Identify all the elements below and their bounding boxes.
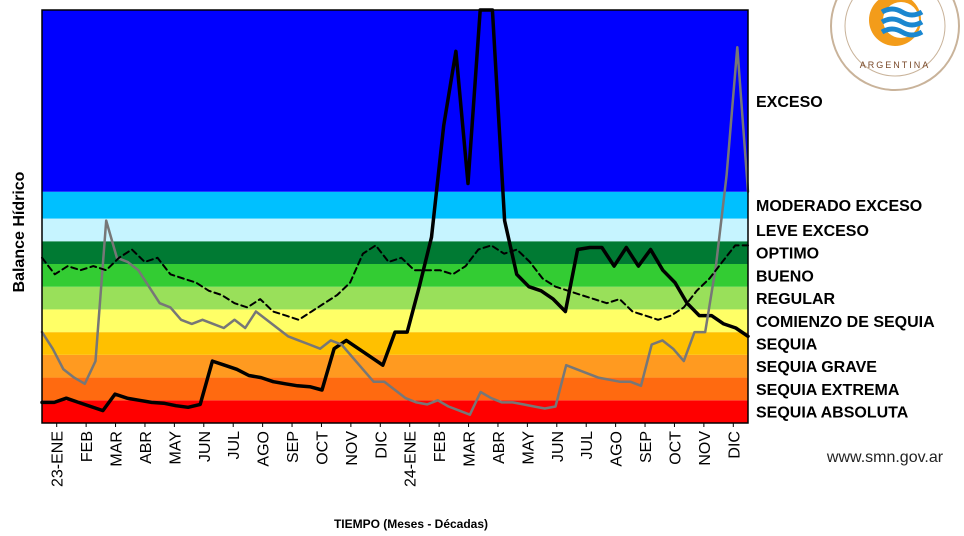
balance-series	[40, 8, 750, 416]
website-url[interactable]: www.smn.gov.ar	[826, 449, 944, 466]
x-tick-label: NOV	[697, 431, 714, 466]
band-9	[42, 191, 748, 219]
smn-logo-icon: ARGENTINA	[830, 0, 960, 91]
x-tick-label: DIC	[373, 431, 390, 459]
band-label-1: SEQUIA EXTREMA	[756, 382, 900, 399]
band-2	[42, 354, 748, 378]
x-tick-label: JUN	[197, 431, 214, 462]
band-label-3: SEQUIA	[756, 336, 818, 353]
band-8	[42, 218, 748, 242]
band-label-6: BUENO	[756, 268, 814, 285]
x-tick-label: DIC	[726, 431, 743, 459]
x-tick-label: JUL	[226, 431, 243, 460]
band-7	[42, 241, 748, 264]
x-tick-label: SEP	[638, 431, 655, 463]
x-tick-label: JUL	[579, 431, 596, 460]
x-tick-label: AGO	[256, 431, 273, 467]
x-tick-label: NOV	[344, 431, 361, 466]
x-tick-label: MAR	[109, 431, 126, 467]
band-10	[42, 10, 748, 192]
x-tick-label: FEB	[79, 431, 96, 462]
band-label-4: COMIENZO DE SEQUIA	[756, 314, 935, 331]
band-labels: SEQUIA ABSOLUTA SEQUIA EXTREMA SEQUIA GRAV…	[756, 94, 935, 422]
x-tick-label: MAY	[520, 431, 537, 465]
band-label-5: REGULAR	[756, 291, 836, 308]
band-4	[42, 309, 748, 333]
plot-border	[41, 9, 749, 424]
x-tick-label: 23-ENE	[50, 431, 67, 487]
band-label-8: LEVE EXCESO	[756, 223, 869, 240]
series-line-2	[41, 244, 749, 321]
band-label-2: SEQUIA GRAVE	[756, 359, 877, 376]
x-tick-label: ABR	[138, 431, 155, 464]
logo-text: ARGENTINA	[860, 60, 931, 70]
x-tick-label: MAY	[167, 431, 184, 465]
x-tick-label: OCT	[668, 431, 685, 465]
y-axis-title: Balance Hídrico	[11, 171, 28, 292]
band-0	[42, 400, 748, 423]
series-line-1	[40, 45, 750, 416]
x-tick-label: OCT	[315, 431, 332, 465]
x-tick-label: ABR	[491, 431, 508, 464]
band-3	[42, 332, 748, 355]
series-line-0	[40, 8, 750, 413]
balance-bands	[42, 10, 748, 423]
x-tick-label: SEP	[285, 431, 302, 463]
x-tick-label: MAR	[462, 431, 479, 467]
x-tick-labels: 23-ENE FEB MAR ABR MAY JUN JUL AGO SEP OCT NOV DIC 2…	[50, 423, 743, 487]
plot-frame	[41, 9, 749, 424]
x-tick-label: FEB	[432, 431, 449, 462]
band-label-7: OPTIMO	[756, 246, 819, 263]
band-label-10: EXCESO	[756, 94, 823, 111]
band-label-0: SEQUIA ABSOLUTA	[756, 405, 909, 422]
x-tick-label: JUN	[550, 431, 567, 462]
x-tick-label: 24-ENE	[403, 431, 420, 487]
band-label-9: MODERADO EXCESO	[756, 198, 922, 215]
x-axis-title: TIEMPO (Meses - Décadas)	[334, 517, 488, 531]
x-tick-label: AGO	[609, 431, 626, 467]
band-5	[42, 286, 748, 310]
